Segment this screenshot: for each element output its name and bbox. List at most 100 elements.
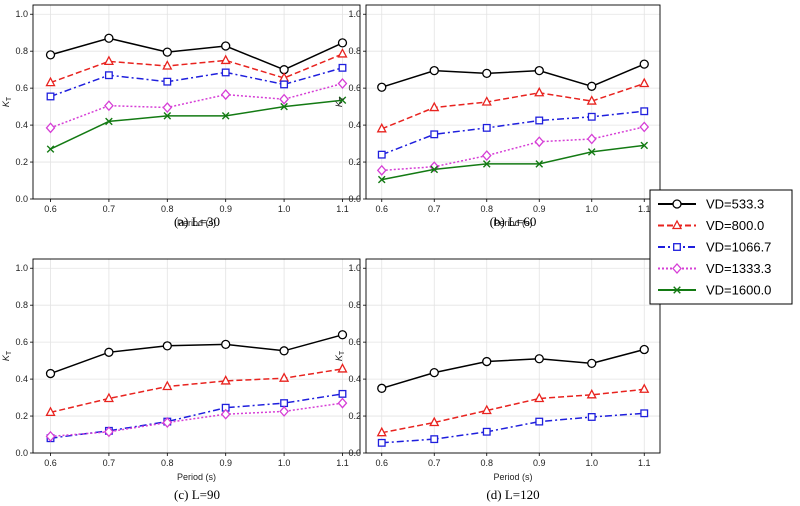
panel-b: 0.0 0.2 0.4 0.6 0.8 1.0 0.6 0.7 0.8 0.9 1.0 1.1 Peri… [334,4,661,229]
x-tick-label: 0.9 [219,458,232,468]
y-tick-label: 0.2 [15,411,28,421]
series-line [381,82,645,130]
data-point [376,122,387,133]
data-point [279,93,289,105]
data-point [640,107,649,116]
series-VD-1066-7 [46,63,347,101]
data-point [429,367,439,378]
data-point [534,65,544,76]
data-point [337,363,348,373]
data-point [105,117,113,126]
data-point [482,427,491,436]
data-point [162,341,172,351]
legend-label: VD=1333.3 [706,261,771,276]
y-tick-label: 0.6 [348,83,361,93]
legend-item: VD=800.0 [658,218,764,233]
data-point [482,356,492,367]
x-tick-label: 1.0 [585,204,598,214]
plot-frame [32,4,361,200]
data-point [162,47,172,57]
series-line [50,82,343,129]
y-tick-label: 0.4 [15,120,28,130]
data-point [337,48,348,58]
x-axis-label: Period (s) [493,218,532,228]
series-line [381,348,645,390]
x-tick-label: 0.9 [533,458,546,468]
y-axis-label: KT [334,96,346,107]
y-tick-label: 0.8 [348,46,361,56]
panel-d: 0.0 0.2 0.4 0.6 0.8 1.0 0.6 0.7 0.8 0.9 1.0 1.1 Peri… [334,258,661,502]
x-tick-label: 0.8 [480,458,493,468]
legend: VD=533.3 VD=800.0 VD=1066.7 VD=1333.3 VD=160… [649,189,793,305]
series-VD-533-3 [45,33,348,75]
y-tick-label: 0.8 [15,46,28,56]
data-point [377,175,386,184]
data-point [337,397,348,409]
series-line [50,368,343,414]
data-point [221,68,230,77]
legend-marker [672,263,682,274]
data-point [279,346,289,356]
data-point [586,95,597,105]
data-point [220,375,231,385]
data-point [104,33,114,43]
series-line [50,37,343,71]
data-point [534,136,545,148]
y-tick-label: 1.0 [348,9,361,19]
series-VD-1333-3 [45,78,348,134]
x-tick-label: 0.7 [103,204,116,214]
y-tick-label: 0.8 [348,300,361,310]
plot-frame [32,258,361,454]
data-point [45,430,56,442]
data-point [338,96,347,104]
data-point [220,408,231,420]
data-point [220,54,231,65]
legend-label: VD=800.0 [706,218,764,233]
y-tick-label: 0.2 [348,157,361,167]
data-point [221,112,230,120]
y-tick-label: 0.0 [348,194,361,204]
series-line [50,67,343,98]
data-point [104,100,114,112]
y-axis-label: KT [1,350,13,361]
series-VD-533-3 [377,344,649,393]
data-point [534,354,544,364]
data-point [45,406,56,417]
x-tick-label: 1.1 [638,458,651,468]
legend-marker [672,199,682,209]
series-line [50,402,343,438]
panel-caption: (c) L=90 [174,487,220,502]
series-VD-1333-3 [45,397,348,442]
data-point [639,344,649,355]
series-VD-800-0 [376,77,650,133]
data-point [587,413,596,421]
y-tick-label: 0.2 [15,157,28,167]
legend-item: VD=533.3 [658,197,764,212]
y-axis-label: KT [1,96,13,107]
x-tick-label: 0.7 [428,458,441,468]
series-line [50,53,343,84]
x-tick-label: 0.9 [533,204,546,214]
data-point [481,96,492,106]
data-point [280,102,288,111]
series-VD-533-3 [45,330,348,379]
data-point [481,150,492,162]
y-axis-label: KT [334,350,346,361]
y-tick-label: 0.2 [348,411,361,421]
series-VD-1333-3 [376,121,650,176]
data-point [104,71,113,80]
panel-caption: (a) L=30 [174,214,220,229]
x-tick-label: 0.7 [103,458,116,468]
panel-caption: (d) L=120 [486,487,539,502]
x-tick-label: 0.8 [161,458,174,468]
legend-marker [673,243,681,251]
data-point [162,60,173,70]
data-point [639,121,650,133]
x-tick-label: 1.1 [336,458,349,468]
data-point [46,145,55,153]
data-point [535,160,544,168]
x-tick-label: 0.9 [219,204,232,214]
data-point [586,388,597,399]
data-point [163,77,172,86]
series-line [381,126,645,172]
